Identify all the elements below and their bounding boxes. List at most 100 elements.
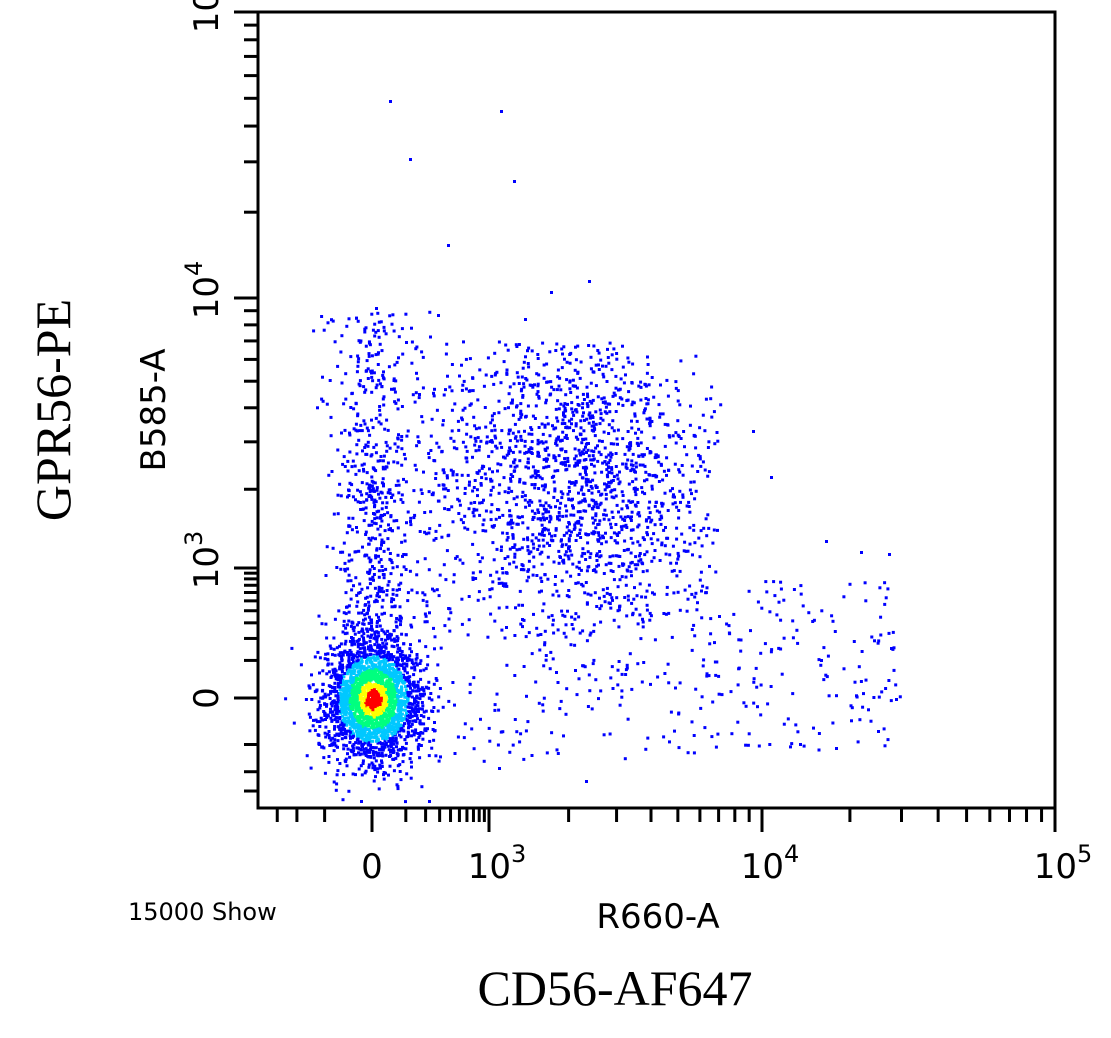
event-dot bbox=[382, 403, 386, 407]
event-dot bbox=[670, 635, 674, 639]
event-dot bbox=[369, 538, 373, 542]
event-dot bbox=[478, 501, 482, 505]
event-dot bbox=[693, 595, 697, 599]
event-dot bbox=[526, 538, 530, 542]
event-dot bbox=[360, 627, 364, 631]
event-dot bbox=[395, 617, 399, 620]
event-dot bbox=[353, 669, 356, 673]
event-dot bbox=[608, 402, 612, 406]
event-dot bbox=[390, 748, 394, 752]
event-dot bbox=[556, 752, 560, 755]
event-dot bbox=[391, 717, 394, 720]
event-dot bbox=[367, 727, 371, 731]
event-dot bbox=[373, 503, 377, 507]
event-dot bbox=[590, 506, 594, 510]
event-dot bbox=[402, 691, 406, 695]
event-dot bbox=[418, 721, 422, 725]
event-dot bbox=[707, 440, 711, 444]
event-dot bbox=[533, 469, 537, 473]
event-dot bbox=[681, 495, 685, 499]
event-dot bbox=[530, 452, 534, 455]
event-dot bbox=[546, 491, 550, 495]
event-dot bbox=[355, 316, 358, 320]
event-dot bbox=[350, 392, 354, 396]
event-dot bbox=[361, 651, 365, 655]
event-dot bbox=[503, 456, 507, 460]
event-dot bbox=[349, 355, 353, 359]
event-dot bbox=[351, 669, 355, 673]
event-dot bbox=[527, 503, 531, 507]
event-dot bbox=[384, 685, 388, 689]
event-dot bbox=[604, 492, 608, 496]
event-dot bbox=[544, 654, 548, 657]
event-dot bbox=[390, 605, 394, 609]
event-dot bbox=[345, 691, 348, 694]
event-dot bbox=[438, 687, 442, 690]
event-dot bbox=[511, 450, 515, 454]
event-dot bbox=[356, 706, 360, 710]
event-dot bbox=[640, 453, 644, 457]
event-dot bbox=[385, 501, 389, 505]
event-dot bbox=[634, 493, 638, 497]
event-dot bbox=[579, 360, 583, 364]
event-dot bbox=[392, 387, 396, 391]
event-dot bbox=[390, 692, 394, 696]
event-dot bbox=[388, 667, 392, 671]
event-dot bbox=[543, 643, 547, 647]
event-dot bbox=[389, 743, 393, 747]
event-dot bbox=[370, 519, 374, 523]
event-dot bbox=[414, 689, 418, 693]
event-dot bbox=[382, 657, 386, 661]
event-dot bbox=[390, 597, 394, 601]
event-dot bbox=[706, 446, 710, 449]
event-dot bbox=[403, 722, 406, 726]
event-dot bbox=[530, 349, 534, 353]
event-dot bbox=[400, 438, 404, 442]
event-dot bbox=[597, 697, 600, 701]
event-dot bbox=[406, 705, 410, 709]
event-dot bbox=[333, 708, 337, 712]
event-dot bbox=[398, 663, 402, 667]
event-dot bbox=[332, 714, 336, 718]
event-dot bbox=[363, 390, 367, 394]
event-dot bbox=[580, 476, 584, 480]
event-dot bbox=[391, 566, 395, 570]
event-dot bbox=[542, 544, 546, 548]
event-dot bbox=[549, 505, 553, 509]
event-dot bbox=[443, 507, 447, 511]
event-dot bbox=[550, 534, 554, 538]
event-dot bbox=[437, 695, 441, 699]
event-dot bbox=[369, 685, 373, 689]
event-dot bbox=[613, 393, 617, 397]
event-dot bbox=[621, 437, 625, 441]
event-dot bbox=[421, 420, 425, 424]
event-dot bbox=[333, 667, 337, 671]
event-dot bbox=[380, 385, 384, 389]
event-dot bbox=[352, 660, 355, 664]
event-dot bbox=[595, 505, 599, 509]
event-dot bbox=[380, 765, 384, 768]
event-dot bbox=[352, 715, 356, 719]
event-dot bbox=[394, 756, 398, 760]
event-dot bbox=[564, 463, 567, 467]
event-dot bbox=[584, 581, 588, 584]
event-dot bbox=[394, 722, 398, 726]
event-dot bbox=[553, 534, 557, 538]
event-dot bbox=[455, 473, 459, 477]
event-dot bbox=[564, 514, 568, 518]
event-dot bbox=[362, 665, 366, 669]
event-dot bbox=[373, 517, 377, 521]
event-dot bbox=[406, 684, 410, 688]
event-dot bbox=[507, 449, 511, 453]
event-dot bbox=[395, 700, 399, 703]
event-dot bbox=[660, 543, 664, 547]
event-dot bbox=[512, 560, 516, 564]
event-dot bbox=[393, 683, 397, 687]
event-dot bbox=[347, 619, 351, 623]
event-dot bbox=[377, 721, 381, 725]
event-dot bbox=[354, 472, 358, 476]
event-dot bbox=[380, 707, 384, 711]
event-dot bbox=[292, 721, 296, 725]
event-dot bbox=[382, 329, 386, 333]
event-dot bbox=[416, 680, 420, 684]
